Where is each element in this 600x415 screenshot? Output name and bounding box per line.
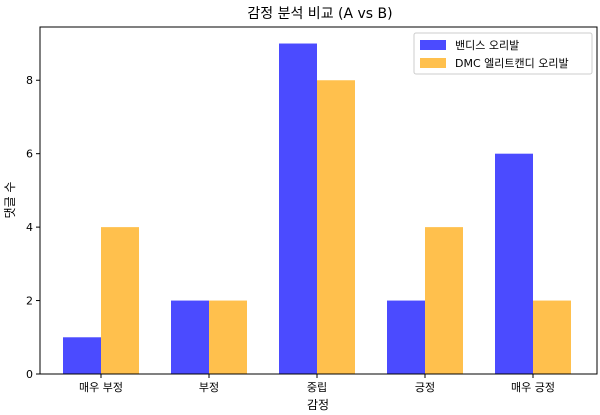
y-tick-label-2: 4	[26, 221, 33, 234]
legend-swatch-1	[420, 40, 446, 50]
x-axis-label: 감정	[307, 398, 329, 412]
bar-series1-0	[63, 337, 101, 374]
y-axis-label: 댓글 수	[3, 182, 17, 219]
x-axis-ticks: 매우 부정 부정 중립 긍정 매우 긍정	[79, 374, 555, 394]
x-tick-label-0: 매우 부정	[79, 381, 123, 394]
bar-series2-1	[209, 300, 247, 374]
y-axis-ticks: 0 2 4 6 8	[26, 74, 40, 381]
x-tick-label-2: 중립	[307, 381, 327, 394]
y-tick-label-1: 2	[26, 295, 33, 308]
bar-series2-2	[317, 80, 355, 375]
y-tick-label-4: 8	[26, 74, 33, 87]
x-tick-label-4: 매우 긍정	[511, 381, 555, 394]
legend-box	[413, 32, 593, 75]
legend-swatch-2	[420, 58, 446, 68]
legend-label-2: DMC 엘리트캔디 오리발	[455, 57, 569, 70]
bar-series1-1	[171, 300, 209, 374]
x-tick-label-1: 부정	[199, 381, 219, 394]
y-tick-label-0: 0	[26, 368, 33, 381]
chart-title: 감정 분석 비교 (A vs B)	[247, 6, 392, 22]
bar-series2-3	[425, 227, 463, 374]
bars-group	[63, 43, 571, 375]
bar-series2-4	[533, 300, 571, 374]
plot-frame	[39, 26, 598, 375]
x-tick-label-3: 긍정	[415, 381, 435, 394]
bar-series2-0	[101, 227, 139, 374]
bar-series1-2	[279, 43, 317, 375]
legend: 밴디스 오리발 DMC 엘리트캔디 오리발	[413, 32, 593, 75]
bar-series1-4	[495, 153, 533, 374]
legend-label-1: 밴디스 오리발	[455, 39, 519, 52]
y-tick-label-3: 6	[26, 148, 33, 161]
bar-series1-3	[387, 300, 425, 374]
